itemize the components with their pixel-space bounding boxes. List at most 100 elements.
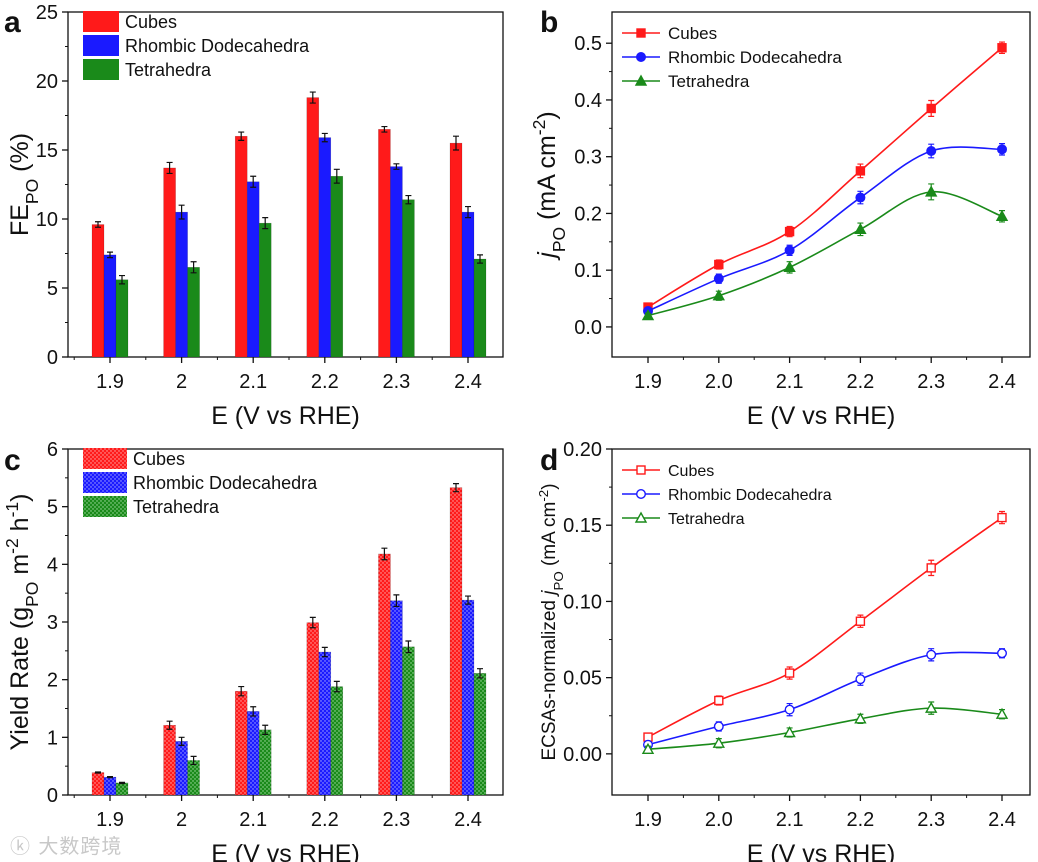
legend-label: Rhombic Dodecahedra xyxy=(668,487,832,504)
error-bar xyxy=(477,668,483,679)
ylabel-seg: (%) xyxy=(6,133,34,179)
bar-cubes xyxy=(163,167,176,358)
panel-b: b 0.0 0.1 0.2 0.3 0.4 0.5 E (V vs RHE) jPO (mA c… xyxy=(529,6,1031,430)
legend-swatch xyxy=(83,448,127,469)
error-bar xyxy=(262,724,269,736)
error-bar xyxy=(250,175,257,188)
y-tick-label: 0.15 xyxy=(563,515,602,537)
panel-d: d 0.00 0.05 0.10 0.15 0.20 E (V vs RHE) ECSAs-n… xyxy=(536,439,1031,862)
data-point xyxy=(714,695,724,706)
error-bar xyxy=(453,135,459,151)
error-bar xyxy=(309,616,316,629)
data-point xyxy=(997,144,1008,155)
panel-label: d xyxy=(540,444,558,477)
x-tick-label: 2.4 xyxy=(988,809,1016,831)
data-point xyxy=(925,701,938,713)
y-tick-label: 20 xyxy=(36,71,58,93)
data-point xyxy=(784,245,795,256)
ylabel-seg: j xyxy=(533,251,561,261)
error-bar xyxy=(95,771,101,774)
legend-label: Tetrahedra xyxy=(133,497,220,517)
error-bar xyxy=(178,204,185,220)
bar-rhombic-dodecahedra xyxy=(175,211,188,358)
legend-label: Rhombic Dodecahedra xyxy=(125,36,310,56)
bar-tetrahedra xyxy=(187,267,200,358)
data-point xyxy=(714,259,724,270)
y-tick-label: 3 xyxy=(47,612,58,634)
error-bar xyxy=(309,91,316,104)
ylabel-seg: PO xyxy=(22,179,42,204)
error-bar xyxy=(393,163,400,170)
y-tick-label: 10 xyxy=(36,209,58,231)
error-bar xyxy=(477,254,483,264)
bar-rhombic-dodecahedra xyxy=(390,166,403,358)
data-point xyxy=(997,512,1007,523)
ylabel-seg: ) xyxy=(6,494,34,502)
legend-label: Tetrahedra xyxy=(668,511,745,528)
legend-marker xyxy=(634,511,648,523)
panel-label: a xyxy=(4,6,21,39)
bar-rhombic-dodecahedra xyxy=(246,181,260,358)
legend-marker xyxy=(636,489,647,500)
x-tick-label: 2.4 xyxy=(454,809,482,831)
y-tick-label: 0 xyxy=(47,347,58,369)
y-tick-label: 2 xyxy=(47,670,58,692)
error-bar xyxy=(178,736,185,747)
data-point xyxy=(854,222,867,235)
watermark-logo: ⓚ 大数跨境 xyxy=(10,834,123,858)
bar-rhombic-dodecahedra xyxy=(461,211,475,358)
x-axis-title: E (V vs RHE) xyxy=(747,402,896,430)
legend-swatch xyxy=(83,11,119,32)
data-point xyxy=(784,226,795,237)
bar-rhombic-dodecahedra xyxy=(461,599,475,796)
x-tick-label: 2.2 xyxy=(311,371,339,393)
y-tick-label: 0.5 xyxy=(574,33,602,55)
bar-cubes xyxy=(234,690,248,796)
ylabel-seg: (mA cm xyxy=(533,135,561,227)
x-tick-label: 2 xyxy=(176,809,187,831)
bar-rhombic-dodecahedra xyxy=(390,600,403,796)
x-tick-label: 2.4 xyxy=(988,371,1016,393)
ylabel-seg: h xyxy=(6,517,34,538)
bar-tetrahedra xyxy=(258,729,272,796)
data-point xyxy=(926,103,936,114)
legend-swatch xyxy=(83,496,127,517)
error-bar xyxy=(381,547,388,561)
error-bar xyxy=(190,261,197,274)
error-bar xyxy=(333,680,340,693)
x-tick-label: 2.1 xyxy=(776,371,804,393)
data-point xyxy=(641,742,655,754)
bar-tetrahedra xyxy=(258,222,272,358)
data-point xyxy=(995,209,1009,221)
legend-label: Rhombic Dodecahedra xyxy=(668,48,842,67)
error-bar xyxy=(166,161,173,175)
error-bar xyxy=(119,781,125,785)
y-tick-label: 0.20 xyxy=(563,439,602,461)
data-point xyxy=(783,726,796,738)
error-bar xyxy=(453,483,459,493)
legend-label: Tetrahedra xyxy=(125,60,212,80)
error-bar xyxy=(405,194,412,205)
error-bar xyxy=(166,720,173,730)
bar-rhombic-dodecahedra xyxy=(103,254,117,358)
error-bar xyxy=(321,132,328,143)
y-tick-label: 15 xyxy=(36,140,58,162)
data-point xyxy=(713,273,724,284)
error-bar xyxy=(95,221,101,228)
x-tick-label: 2.3 xyxy=(917,371,945,393)
error-bar xyxy=(250,706,257,717)
data-point xyxy=(855,616,866,626)
x-tick-label: 2.0 xyxy=(705,371,733,393)
plot-frame xyxy=(611,11,1031,358)
y-tick-label: 0.1 xyxy=(574,260,602,282)
y-tick-label: 0.2 xyxy=(574,203,602,225)
bar-cubes xyxy=(306,622,320,796)
y-axis-title: ECSAs-normalized jPO (mA cm-2) xyxy=(536,483,566,760)
error-bar xyxy=(465,595,471,605)
legend-marker xyxy=(634,74,648,86)
data-point xyxy=(713,721,724,732)
x-tick-label: 2.2 xyxy=(846,809,874,831)
legend-swatch xyxy=(83,472,127,493)
data-point xyxy=(783,260,796,273)
data-point xyxy=(855,192,866,203)
